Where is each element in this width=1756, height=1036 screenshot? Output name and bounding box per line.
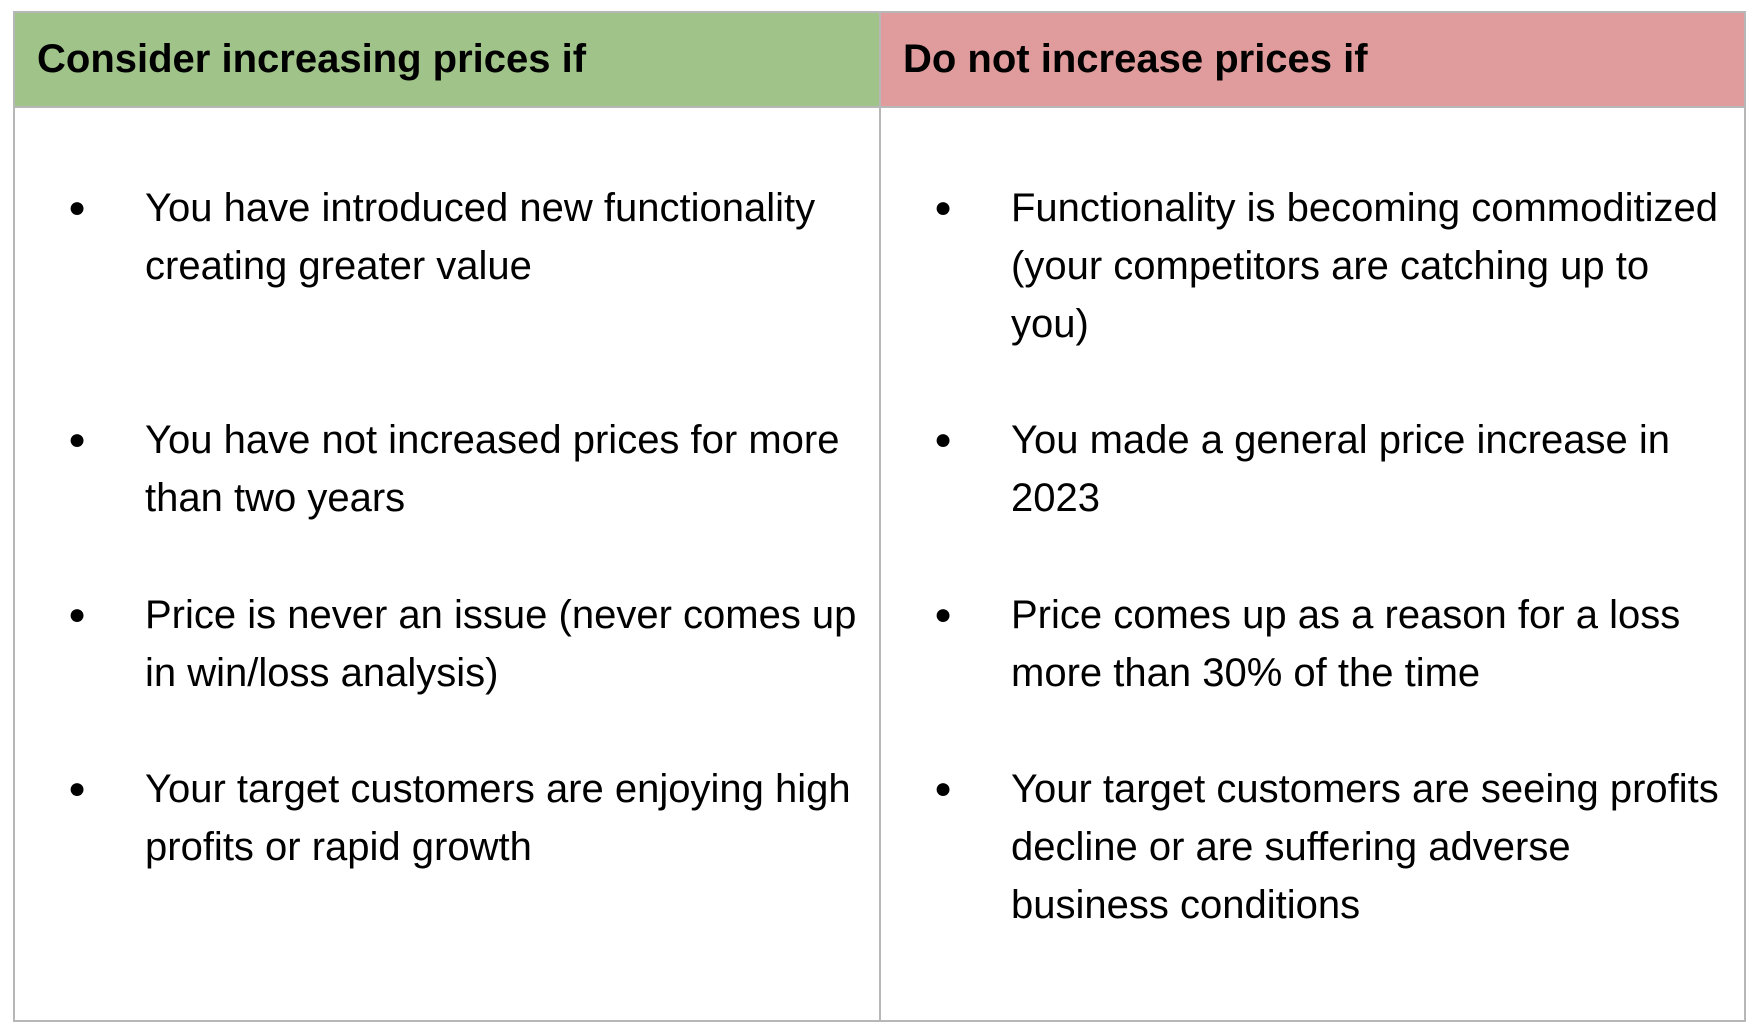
bullet-icon: ● [68, 772, 87, 805]
list-item-text: Price comes up as a reason for a loss mo… [1011, 593, 1681, 695]
list-item-text: You made a general price increase in 202… [1011, 418, 1670, 520]
bullet-icon: ● [934, 772, 953, 805]
comparison-table: Consider increasing prices if Do not inc… [13, 11, 1746, 1022]
increase-prices-column: ● You have introduced new functionality … [15, 108, 881, 1020]
do-not-increase-prices-column: ● Functionality is becoming commoditized… [881, 108, 1744, 1020]
bullet-icon: ● [934, 598, 953, 631]
list-item-text: You have introduced new functionality cr… [145, 186, 816, 288]
list-item-text: Functionality is becoming commoditized (… [1011, 186, 1718, 346]
header-do-not-increase-prices: Do not increase prices if [881, 13, 1744, 108]
list-item-text: Your target customers are enjoying high … [145, 767, 851, 869]
bullet-icon: ● [68, 598, 87, 631]
bullet-icon: ● [68, 191, 87, 224]
list-item-text: Price is never an issue (never comes up … [145, 593, 857, 695]
header-increase-prices: Consider increasing prices if [15, 13, 881, 108]
list-item-text: You have not increased prices for more t… [145, 418, 840, 520]
bullet-icon: ● [934, 423, 953, 456]
list-item-text: Your target customers are seeing profits… [1011, 767, 1719, 927]
bullet-icon: ● [934, 191, 953, 224]
bullet-icon: ● [68, 423, 87, 456]
